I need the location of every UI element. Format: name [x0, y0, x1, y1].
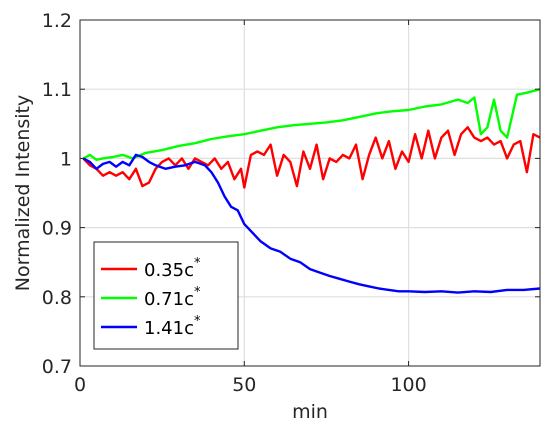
legend-label-1: 0.35c*: [144, 256, 201, 281]
x-tick-label: 100: [390, 374, 426, 396]
series-line-1: [82, 126, 541, 189]
y-axis-label: Normalized Intensity: [12, 95, 34, 292]
y-tick-label: 0.8: [42, 287, 72, 309]
x-axis-label: min: [292, 401, 328, 423]
x-tick-label: 50: [232, 374, 256, 396]
legend-label-2: 0.71c*: [144, 285, 201, 310]
y-tick-label: 0.9: [42, 218, 72, 240]
legend: 0.35c* 0.71c* 1.41c*: [93, 241, 239, 350]
axes-box: [79, 19, 541, 367]
series-line-3: [82, 153, 541, 294]
y-tick-label: 1: [60, 148, 72, 170]
x-tick-label: 0: [74, 374, 86, 396]
legend-label-3: 1.41c*: [144, 314, 201, 339]
plot-area: [82, 88, 541, 294]
y-tick-label: 1.2: [42, 10, 72, 32]
y-tick-label: 1.1: [42, 79, 72, 101]
ticks: 0 50 100 0.7 0.8 0.9 1 1.1 1.2: [42, 10, 540, 396]
legend-box: [93, 241, 239, 350]
y-tick-label: 0.7: [42, 356, 72, 378]
